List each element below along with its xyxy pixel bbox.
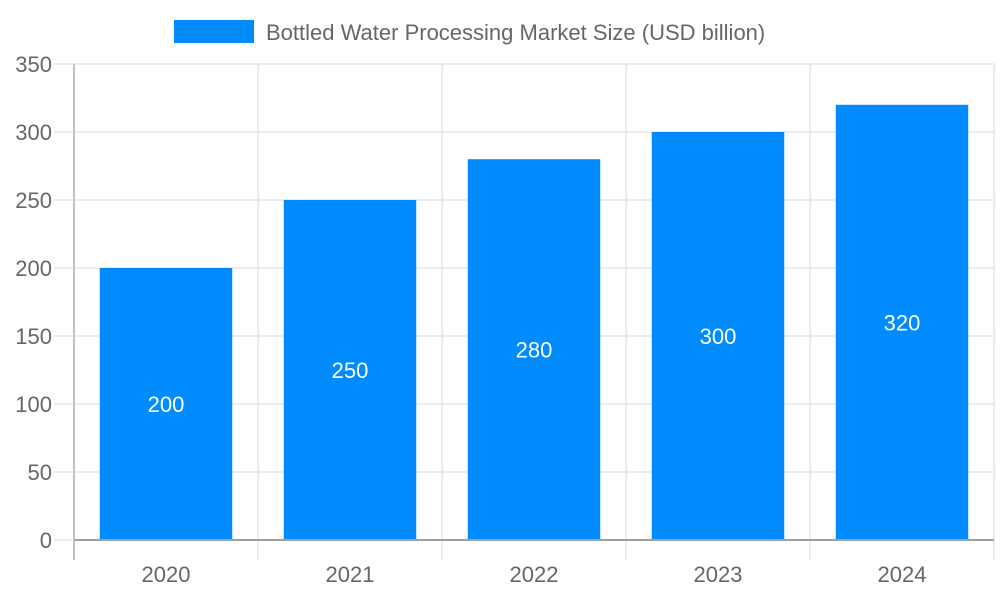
y-tick-label: 100 (15, 392, 52, 417)
data-label: 300 (700, 324, 737, 349)
y-tick-label: 350 (15, 52, 52, 77)
bar-2021 (283, 200, 417, 540)
data-label: 200 (148, 392, 185, 417)
legend[interactable]: Bottled Water Processing Market Size (US… (174, 20, 765, 45)
bar-2023 (651, 132, 785, 540)
bars: 200 250 280 300 320 (99, 104, 969, 541)
x-tick-label: 2020 (142, 562, 191, 587)
data-label: 320 (884, 310, 921, 335)
y-tick-label: 250 (15, 188, 52, 213)
bar-2020 (99, 268, 233, 540)
bar-2024 (835, 104, 969, 541)
bar-2022 (467, 159, 601, 540)
y-tick-label: 50 (28, 460, 52, 485)
y-tick-label: 0 (40, 528, 52, 553)
axes: 0 50 100 150 200 250 300 350 2020 2021 2022 2023 202… (15, 52, 994, 587)
y-tick-label: 150 (15, 324, 52, 349)
y-tick-label: 300 (15, 120, 52, 145)
y-tick-label: 200 (15, 256, 52, 281)
x-tick-label: 2021 (326, 562, 375, 587)
x-tick-label: 2024 (878, 562, 927, 587)
x-tick-label: 2023 (694, 562, 743, 587)
data-label: 250 (332, 358, 369, 383)
data-label: 280 (516, 338, 553, 363)
legend-swatch (174, 20, 254, 43)
x-tick-label: 2022 (510, 562, 559, 587)
legend-label: Bottled Water Processing Market Size (US… (266, 20, 765, 45)
